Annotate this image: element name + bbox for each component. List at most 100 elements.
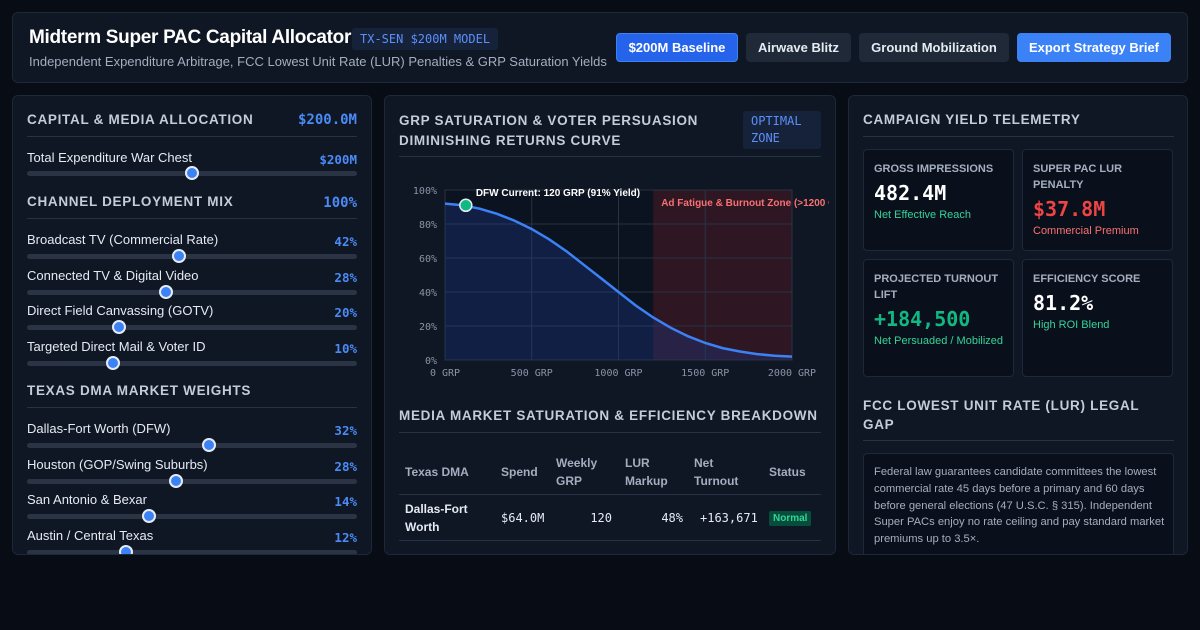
y-tick-label: 20% — [419, 322, 437, 333]
slider-thumb[interactable] — [105, 356, 120, 370]
slider-thumb[interactable] — [119, 545, 133, 554]
card-sub: Commercial Premium — [1033, 225, 1139, 237]
dma-austin-value: 12% — [334, 530, 357, 545]
channel-field-label: Direct Field Canvassing (GOTV) — [27, 303, 214, 318]
turnout-lift-card: PROJECTED TURNOUT LIFT +184,500 Net Pers… — [863, 259, 1014, 377]
col-header-lur-line1: LUR — [625, 456, 650, 470]
card-value: 81.2% — [1033, 291, 1094, 315]
x-tick-label: 1000 GRP — [594, 368, 642, 379]
card-label: PROJECTED TURNOUT LIFT — [874, 273, 999, 301]
yield-curve-area — [445, 203, 792, 360]
optimal-zone-badge: OPTIMAL ZONE — [743, 111, 821, 149]
row-dma-line1: Dallas-Fort — [405, 502, 468, 516]
y-tick-label: 80% — [419, 220, 437, 231]
dma-sanantonio-slider[interactable] — [27, 509, 357, 523]
dma-dfw-label: Dallas-Fort Worth (DFW) — [27, 421, 171, 436]
slider-thumb[interactable] — [158, 285, 173, 299]
channel-mix-title: CHANNEL DEPLOYMENT MIX — [27, 194, 234, 209]
col-header-lur-line2: Markup — [625, 474, 668, 488]
dma-dfw-value: 32% — [334, 423, 357, 438]
fatigue-zone-label: Ad Fatigue & Burnout Zone (>1200 GRP) — [661, 198, 829, 209]
current-position-marker — [459, 198, 473, 213]
war-chest-slider[interactable] — [27, 166, 357, 180]
slider-thumb[interactable] — [168, 474, 183, 488]
dma-houston-label: Houston (GOP/Swing Suburbs) — [27, 457, 208, 472]
export-strategy-button[interactable]: Export Strategy Brief — [1017, 33, 1171, 62]
divider — [399, 432, 821, 433]
allocation-total: $200.0M — [297, 112, 357, 128]
slider-thumb[interactable] — [171, 249, 186, 263]
slider-thumb[interactable] — [142, 509, 157, 523]
grp-chart-title-line2: DIMINISHING RETURNS CURVE — [399, 133, 622, 148]
card-value: $37.8M — [1033, 197, 1106, 221]
card-sub: Net Effective Reach — [874, 209, 972, 221]
dma-sanantonio-label: San Antonio & Bexar — [27, 492, 147, 507]
slider-thumb[interactable] — [185, 166, 199, 180]
col-header-status: Status — [769, 465, 806, 479]
grp-chart-svg: 0% 20% 40% 60% 80% 100% 0 GRP 500 GRP 1000 GRP 15… — [413, 186, 835, 379]
war-chest-value: $200M — [319, 152, 357, 167]
channel-ctv-slider[interactable] — [27, 285, 357, 299]
row-spend: $64.0M — [501, 511, 545, 525]
dma-sanantonio-value: 14% — [334, 494, 357, 509]
col-header-grp-line1: Weekly — [556, 456, 598, 470]
col-header-grp-line2: GRP — [556, 474, 583, 488]
row-grp: 120 — [590, 511, 612, 525]
legal-title-line1: FCC LOWEST UNIT RATE (LUR) LEGAL — [863, 398, 1140, 413]
divider — [27, 218, 357, 219]
y-tick-label: 40% — [419, 288, 437, 299]
y-tick-label: 0% — [425, 356, 437, 367]
row-turnout: +163,671 — [700, 511, 758, 525]
telemetry-panel: CAMPAIGN YIELD TELEMETRY GROSS IMPRESSIO… — [848, 95, 1188, 555]
legal-text: Federal law guarantees candidate committ… — [874, 466, 1165, 546]
col-header-grp: Weekly GRP — [556, 454, 597, 490]
slider-thumb[interactable] — [112, 320, 127, 334]
card-value: 482.4M — [874, 181, 947, 205]
table-header-divider — [399, 494, 821, 495]
gross-impressions-card: GROSS IMPRESSIONS 482.4M Net Effective R… — [863, 149, 1014, 251]
legal-gap-box: Federal law guarantees candidate committ… — [863, 453, 1174, 554]
card-label: GROSS IMPRESSIONS — [874, 163, 994, 175]
dma-austin-label: Austin / Central Texas — [27, 528, 154, 543]
x-tick-label: 0 GRP — [430, 368, 460, 379]
breakdown-title: MEDIA MARKET SATURATION & EFFICIENCY BRE… — [399, 408, 818, 423]
grp-saturation-panel: GRP SATURATION & VOTER PERSUASION DIMINI… — [384, 95, 836, 555]
col-header-turnout-line1: Net — [694, 456, 714, 470]
divider — [399, 156, 821, 157]
grp-chart-title: GRP SATURATION & VOTER PERSUASION DIMINI… — [399, 111, 698, 151]
card-value: +184,500 — [874, 307, 971, 331]
dma-houston-slider[interactable] — [27, 474, 357, 488]
channel-mail-label: Targeted Direct Mail & Voter ID — [27, 339, 206, 354]
yield-curve-line — [444, 202, 793, 358]
col-header-spend: Spend — [501, 465, 538, 479]
channel-mail-slider[interactable] — [27, 356, 357, 370]
war-chest-label: Total Expenditure War Chest — [27, 150, 192, 165]
row-dma-name: Dallas-Fort Worth — [405, 500, 468, 536]
divider — [863, 440, 1174, 441]
baseline-scenario-button[interactable]: $200M Baseline — [616, 33, 738, 62]
dma-houston-value: 28% — [334, 459, 357, 474]
page-title: Midterm Super PAC Capital Allocator — [29, 27, 352, 48]
page-subtitle: Independent Expenditure Arbitrage, FCC L… — [29, 54, 607, 69]
grp-chart-title-line1: GRP SATURATION & VOTER PERSUASION — [399, 113, 699, 128]
divider — [27, 407, 357, 408]
dma-austin-slider[interactable] — [27, 545, 357, 554]
row-divider — [399, 540, 821, 541]
divider — [863, 136, 1174, 137]
col-header-turnout-line2: Turnout — [694, 474, 739, 488]
zone-badge-line2: ZONE — [751, 131, 780, 145]
slider-thumb[interactable] — [201, 438, 216, 452]
grp-saturation-chart: 0% 20% 40% 60% 80% 100% 0 GRP 500 GRP 1000 GRP 15… — [399, 172, 835, 382]
app-header: Midterm Super PAC Capital Allocator TX-S… — [12, 12, 1188, 83]
legal-gap-title: FCC LOWEST UNIT RATE (LUR) LEGAL GAP — [863, 396, 1139, 434]
efficiency-score-card: EFFICIENCY SCORE 81.2% High ROI Blend — [1022, 259, 1173, 377]
y-tick-label: 60% — [419, 254, 437, 265]
channel-broadcast-slider[interactable] — [27, 249, 357, 263]
airwave-blitz-button[interactable]: Airwave Blitz — [746, 33, 851, 62]
channel-field-slider[interactable] — [27, 320, 357, 334]
allocation-panel: CAPITAL & MEDIA ALLOCATION $200.0M Total… — [12, 95, 372, 555]
dma-dfw-slider[interactable] — [27, 438, 357, 452]
ground-mobilization-button[interactable]: Ground Mobilization — [859, 33, 1009, 62]
zone-badge-line1: OPTIMAL — [751, 114, 802, 128]
allocation-title: CAPITAL & MEDIA ALLOCATION — [27, 112, 254, 127]
